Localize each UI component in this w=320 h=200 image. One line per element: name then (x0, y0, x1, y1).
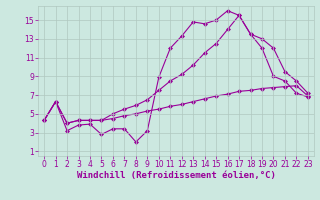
X-axis label: Windchill (Refroidissement éolien,°C): Windchill (Refroidissement éolien,°C) (76, 171, 276, 180)
